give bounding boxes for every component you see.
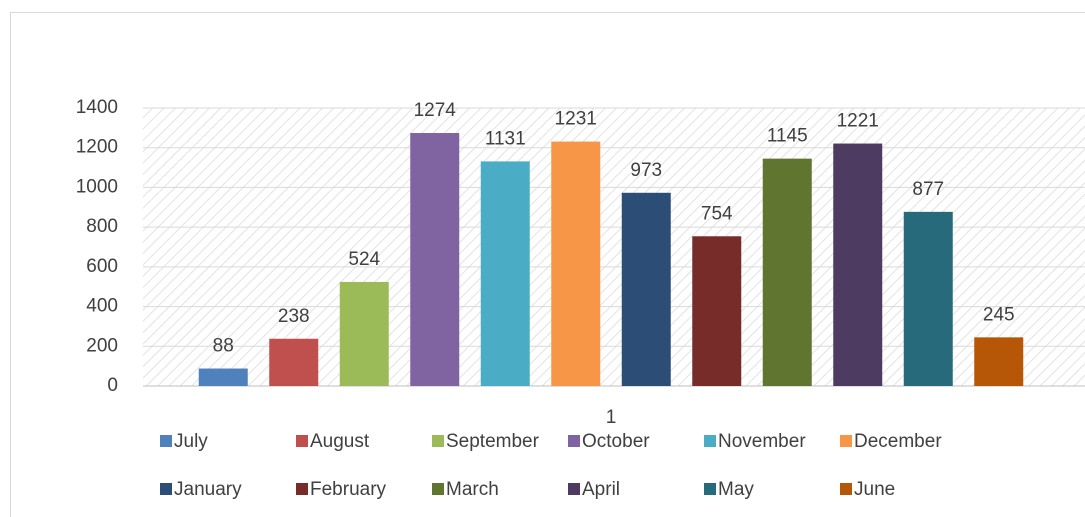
bar: [269, 338, 319, 386]
legend-label: May: [718, 479, 754, 500]
legend-swatch: [160, 435, 172, 447]
data-label: 524: [348, 249, 380, 270]
y-tick-label: 200: [86, 335, 118, 356]
bar: [480, 161, 530, 386]
legend-label: April: [582, 479, 620, 500]
legend-label: September: [446, 431, 540, 452]
y-tick-label: 1200: [76, 137, 118, 158]
legend-label: March: [446, 479, 499, 500]
legend-label: October: [582, 431, 650, 452]
bar: [974, 337, 1024, 386]
legend-swatch: [432, 483, 444, 495]
data-label: 88: [213, 336, 234, 357]
y-tick-label: 0: [107, 375, 118, 396]
legend-swatch: [160, 483, 172, 495]
data-label: 973: [630, 160, 662, 181]
data-label: 1231: [555, 109, 597, 130]
legend-swatch: [296, 483, 308, 495]
data-label: 245: [983, 304, 1015, 325]
legend-swatch: [704, 435, 716, 447]
data-label: 754: [701, 203, 733, 224]
legend-label: December: [854, 431, 942, 452]
data-label: 1274: [414, 100, 457, 121]
legend-label: January: [174, 479, 242, 500]
data-label: 1145: [767, 126, 808, 147]
legend-label: June: [854, 479, 895, 500]
y-tick-label: 600: [86, 256, 118, 277]
y-tick-label: 1400: [76, 97, 118, 118]
legend-label: November: [718, 431, 806, 452]
legend-label: August: [310, 431, 370, 452]
bar: [339, 281, 389, 386]
bar: [198, 368, 248, 386]
y-tick-label: 400: [86, 296, 118, 317]
legend-swatch: [704, 483, 716, 495]
legend-label: July: [174, 431, 208, 452]
bar: [551, 141, 601, 386]
x-tick-label: 1: [606, 407, 617, 428]
legend-swatch: [840, 435, 852, 447]
legend-swatch: [568, 435, 580, 447]
data-label: 238: [278, 306, 310, 327]
data-label: 1221: [837, 111, 879, 132]
bar: [621, 192, 671, 386]
legend-swatch: [568, 483, 580, 495]
data-label: 1131: [485, 128, 526, 149]
legend-swatch: [840, 483, 852, 495]
bar: [833, 143, 883, 386]
bar: [762, 158, 812, 386]
legend-swatch: [432, 435, 444, 447]
data-label: 877: [912, 179, 944, 200]
y-tick-label: 800: [86, 216, 118, 237]
bar: [692, 236, 742, 386]
bar: [410, 133, 460, 386]
legend-swatch: [296, 435, 308, 447]
bar: [903, 211, 953, 386]
y-tick-label: 1000: [76, 176, 118, 197]
legend-label: February: [310, 479, 387, 500]
